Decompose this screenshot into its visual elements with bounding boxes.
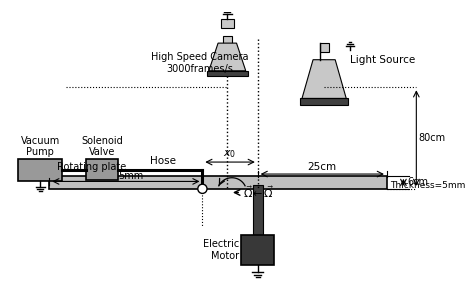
Bar — [300, 98, 348, 105]
Text: High Speed Camera
3000frames/s: High Speed Camera 3000frames/s — [151, 52, 248, 74]
Text: $x_0$: $x_0$ — [223, 148, 237, 160]
Bar — [221, 19, 234, 28]
Bar — [207, 71, 247, 76]
Bar — [241, 235, 274, 265]
Text: 6cm: 6cm — [407, 177, 428, 187]
Bar — [49, 176, 387, 189]
Text: 5mm: 5mm — [118, 171, 143, 181]
Text: Rotating plate: Rotating plate — [57, 162, 126, 172]
Polygon shape — [209, 43, 246, 71]
Bar — [18, 159, 62, 182]
Bar — [223, 36, 232, 47]
Text: Vacuum
Pump: Vacuum Pump — [20, 136, 60, 157]
Circle shape — [198, 184, 207, 193]
Text: Solenoid
Valve: Solenoid Valve — [81, 136, 123, 157]
Bar — [86, 159, 118, 180]
Text: Thickness=5mm: Thickness=5mm — [391, 182, 466, 191]
Text: Light Source: Light Source — [350, 55, 415, 65]
Bar — [319, 43, 329, 52]
Polygon shape — [302, 60, 346, 98]
Text: Hose: Hose — [150, 156, 176, 166]
Text: Electric
Motor: Electric Motor — [203, 239, 239, 261]
Text: $\vec{\Omega}$: $\vec{\Omega}$ — [243, 185, 253, 200]
Text: 25cm: 25cm — [308, 162, 337, 172]
Bar — [253, 185, 263, 235]
Text: $\leftarrow\vec{\Omega}$: $\leftarrow\vec{\Omega}$ — [250, 185, 274, 200]
Text: 80cm: 80cm — [418, 133, 445, 143]
